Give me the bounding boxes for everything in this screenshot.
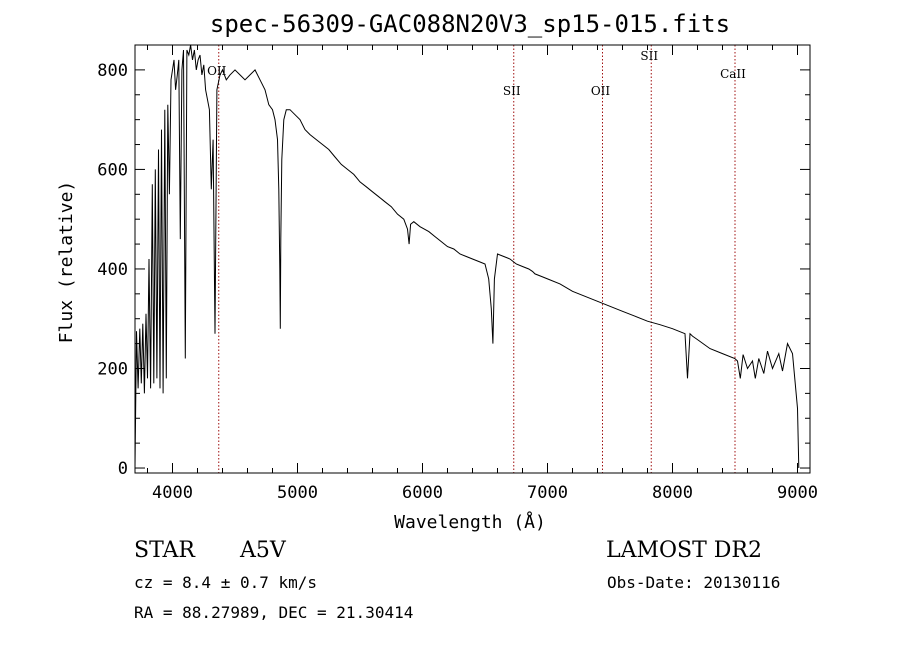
redshift-value: cz = 8.4 ± 0.7 km/s <box>134 573 318 592</box>
x-tick-label: 8000 <box>652 483 693 503</box>
x-tick-label: 7000 <box>527 483 568 503</box>
tick-layer: 4000 5000 6000 7000 8000 9000 0 200 400 600 800 <box>97 44 818 503</box>
annotation-label: CaII <box>720 67 746 81</box>
survey-name: LAMOST DR2 <box>606 538 762 563</box>
y-tick-label: 600 <box>97 160 128 180</box>
coordinates: RA = 88.27989, DEC = 21.30414 <box>134 603 414 622</box>
observation-date: Obs-Date: 20130116 <box>607 573 781 592</box>
annotation-label: OII <box>591 84 611 98</box>
x-tick-label: 6000 <box>402 483 443 503</box>
spectrum-line <box>134 44 800 469</box>
y-tick-label: 800 <box>97 61 128 81</box>
spectral-subclass: A5V <box>240 538 286 563</box>
annotation-layer: OII SII OII SII CaII <box>207 45 746 473</box>
y-axis-label: Flux (relative) <box>56 181 77 344</box>
y-tick-label: 400 <box>97 260 128 280</box>
annotation-label: SII <box>640 49 658 63</box>
x-tick-label: 4000 <box>152 483 193 503</box>
chart-title: spec-56309-GAC088N20V3_sp15-015.fits <box>210 10 730 38</box>
x-axis-label: Wavelength (Å) <box>394 511 546 533</box>
annotation-label: SII <box>503 84 521 98</box>
annotation-label: OII <box>207 64 227 78</box>
y-tick-label: 0 <box>118 459 128 479</box>
object-class: STAR <box>134 538 195 563</box>
x-tick-label: 9000 <box>777 483 818 503</box>
y-tick-label: 200 <box>97 359 128 379</box>
x-tick-label: 5000 <box>277 483 318 503</box>
